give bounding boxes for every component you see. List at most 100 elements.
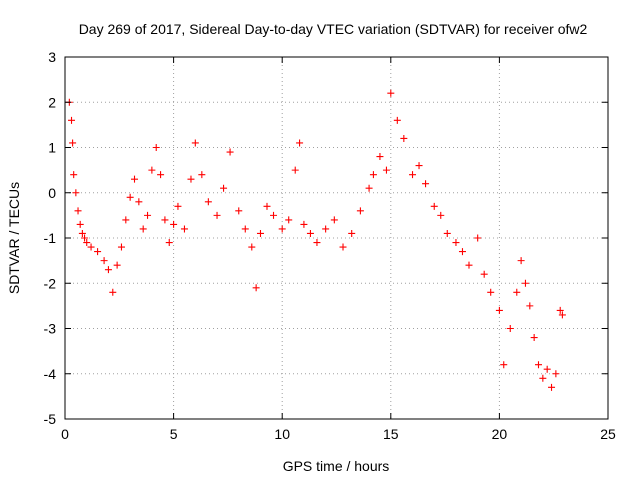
data-point [152,144,160,151]
data-point [69,139,77,147]
x-tick-label: 5 [170,426,178,442]
data-point [252,284,260,292]
data-marks [65,89,566,391]
y-axis-label: SDTVAR / TECUs [6,182,22,294]
plot-frame [64,56,609,420]
data-point [174,202,182,210]
data-point [539,374,547,382]
data-point [543,365,551,373]
x-tick-label: 0 [61,426,69,442]
data-point [248,243,256,251]
y-tick-label: -5 [44,411,57,427]
data-point [348,229,356,237]
data-point [122,216,130,224]
data-point [72,189,80,197]
data-point [139,225,147,233]
grid [65,57,608,419]
x-tick-label: 10 [274,426,290,442]
y-tick-label: -2 [44,275,57,291]
data-point [322,225,330,233]
data-point [131,175,139,183]
data-point [480,270,488,278]
data-point [161,216,169,224]
data-point [296,139,304,147]
data-point [83,239,91,247]
data-point [506,325,514,332]
x-tick-label: 25 [600,426,616,442]
data-point [270,211,278,219]
data-point [235,207,243,215]
data-point [187,175,195,183]
data-point [458,248,466,256]
data-point [198,171,206,179]
data-point [558,311,566,319]
data-point [204,198,212,206]
data-point [548,383,556,391]
data-point [170,220,178,228]
data-point [144,211,152,219]
data-point [382,166,390,174]
data-point [256,229,264,237]
data-point [526,302,534,310]
x-axis-label: GPS time / hours [283,458,390,474]
data-point [400,134,408,142]
data-point [87,243,95,251]
data-point [148,166,156,174]
data-point [556,306,564,314]
data-point [180,225,188,233]
data-point [534,361,542,369]
data-point [191,139,199,147]
x-tick-label: 20 [492,426,508,442]
data-point [117,243,125,251]
data-point [521,279,529,287]
data-point [78,229,86,237]
data-point [513,288,521,296]
data-point [365,184,373,192]
data-point [376,153,384,161]
data-point [409,171,417,179]
data-point [530,334,538,342]
chart-title: Day 269 of 2017, Sidereal Day-to-day VTE… [79,21,588,37]
data-point [263,202,271,210]
data-point [443,229,451,237]
y-tick-label: -3 [44,321,57,337]
data-point [422,180,430,188]
data-point [415,162,423,170]
data-point [285,216,293,224]
data-point [113,261,121,269]
data-point [465,261,473,269]
data-point [213,211,221,219]
data-point [474,234,482,242]
data-point [165,239,173,247]
data-point [313,239,321,247]
data-point [278,225,286,233]
data-point [226,148,234,156]
y-tick-label: -4 [44,366,57,382]
data-point [241,225,249,233]
y-tick-label: 2 [48,94,56,110]
data-point [517,257,525,265]
data-point [339,243,347,251]
data-point [356,207,364,215]
data-point [76,220,84,228]
data-point [437,211,445,219]
data-point [291,166,299,174]
data-point [452,239,460,247]
data-point [126,193,134,201]
data-point [393,116,401,124]
y-tick-label: 1 [48,140,56,156]
data-point [81,234,89,242]
data-point [300,220,308,228]
data-point [430,202,438,210]
data-point [135,198,143,206]
data-point [94,248,102,256]
data-point [500,361,508,369]
data-point [157,171,165,179]
data-point [100,257,108,265]
data-point [109,288,117,296]
data-point [104,266,112,274]
data-point [495,306,503,314]
y-tick-label: 3 [48,49,56,65]
data-point [369,171,377,179]
